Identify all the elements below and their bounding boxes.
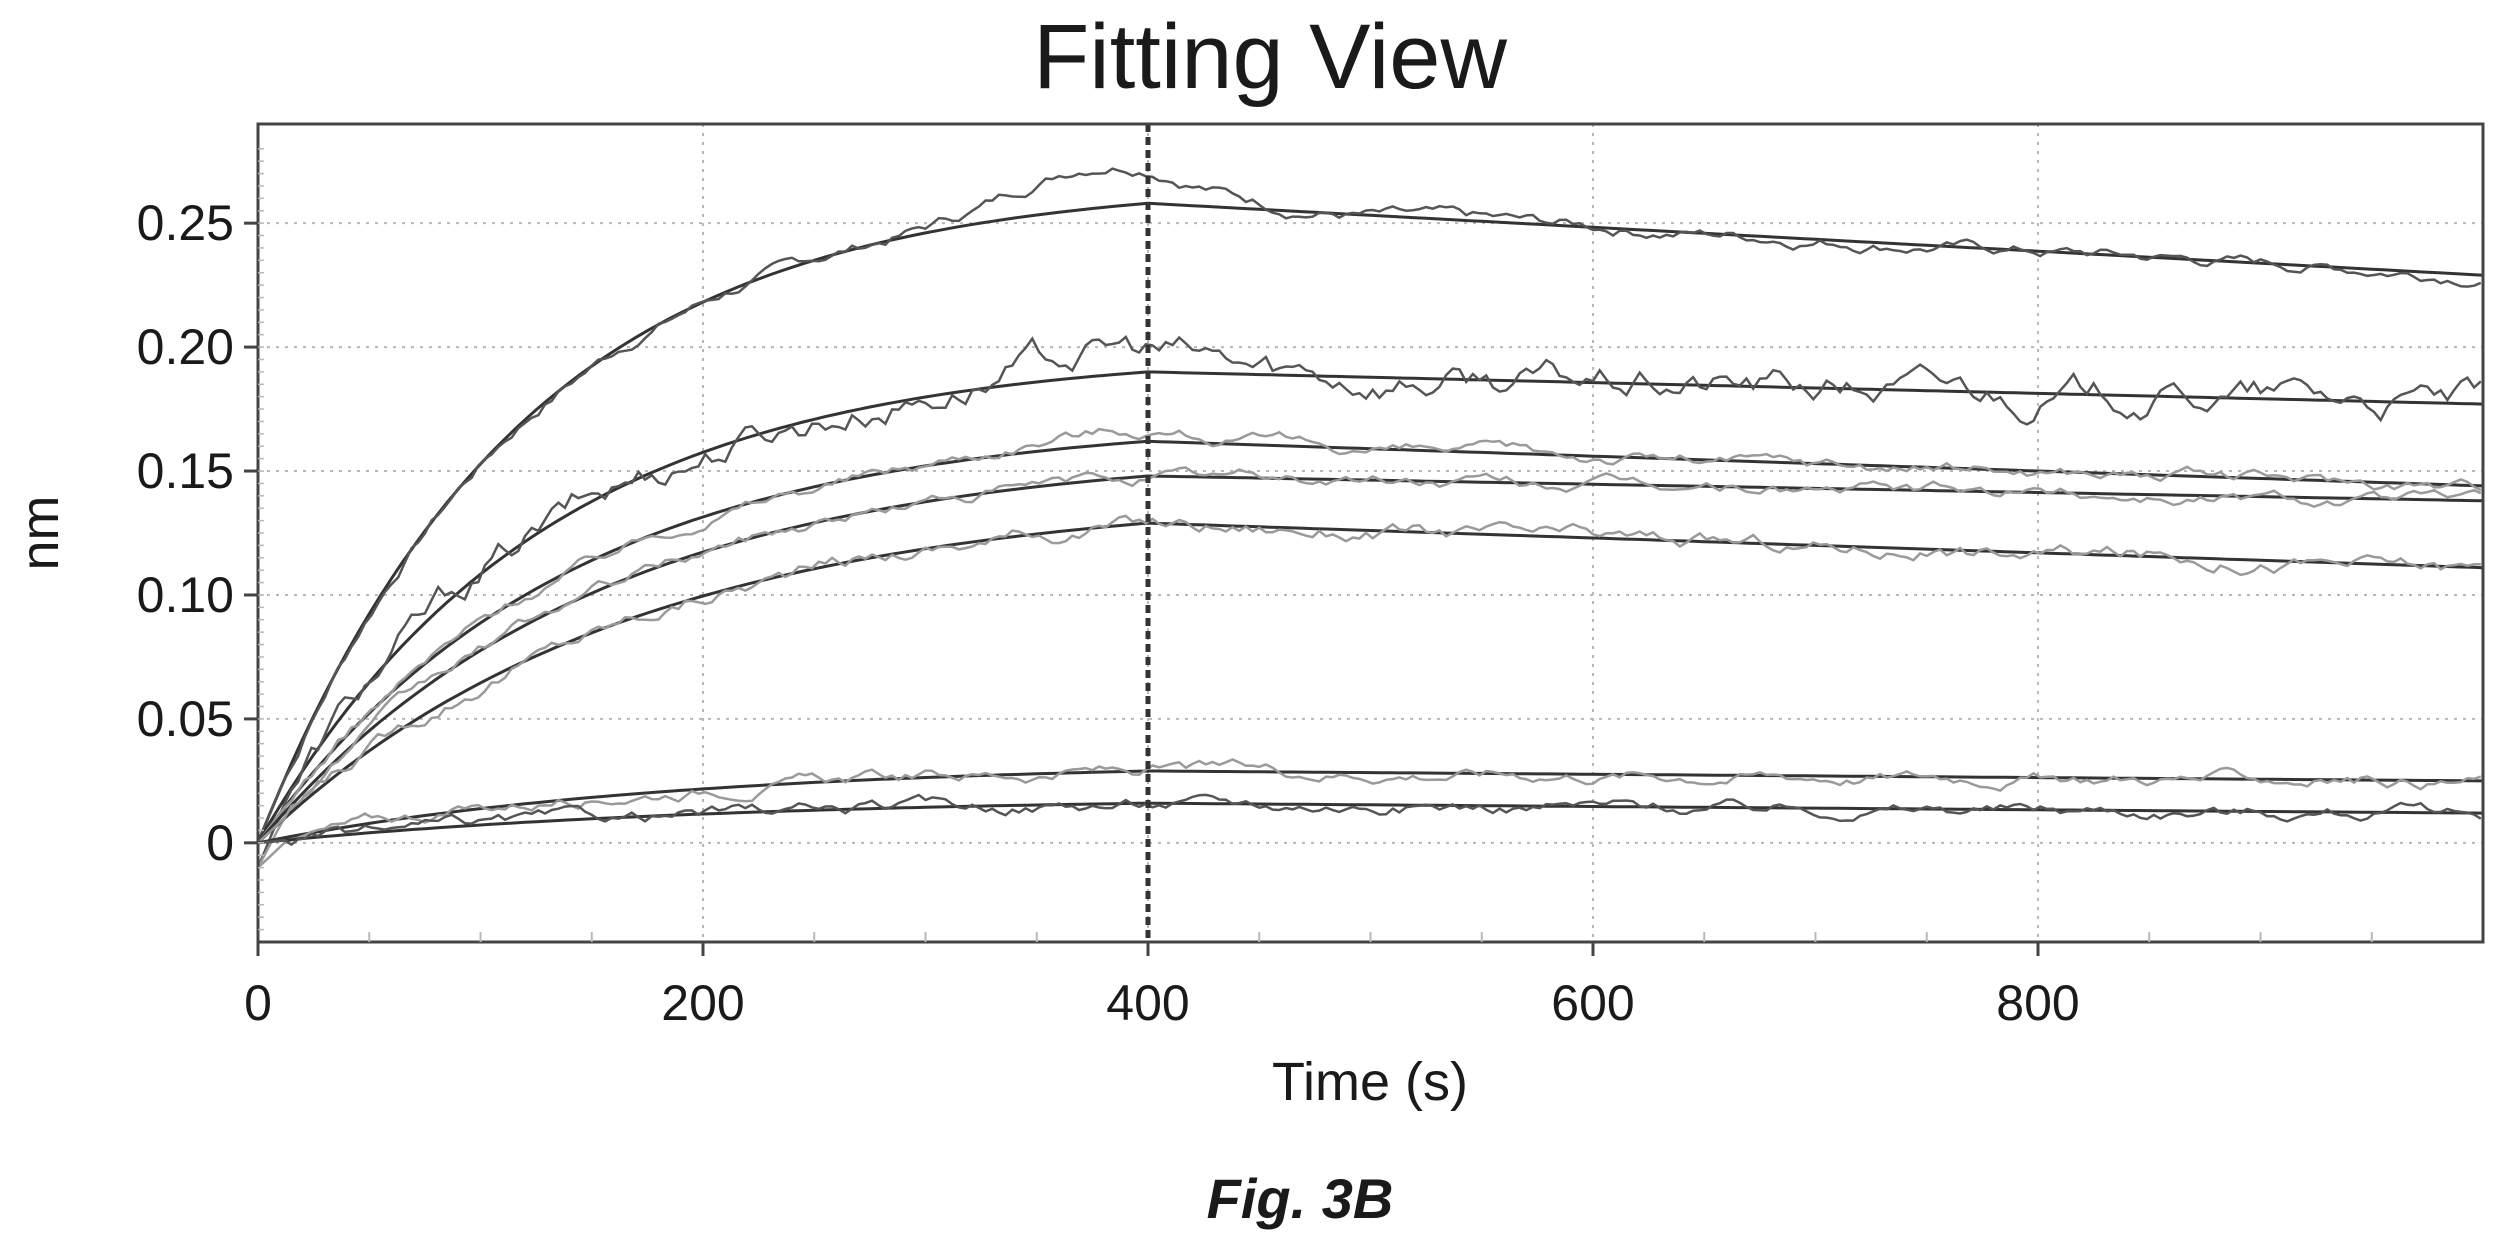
x-tick-label: 800 [1996, 975, 2079, 1031]
y-tick-label: 0.25 [137, 195, 234, 251]
y-tick-label: 0 [206, 815, 234, 871]
data-trace [256, 466, 2482, 869]
y-tick-label: 0.15 [137, 443, 234, 499]
data-trace [257, 793, 2482, 847]
y-tick-label: 0.10 [137, 567, 234, 623]
fit-curve [257, 801, 2484, 845]
x-tick-label: 400 [1106, 975, 1189, 1031]
data-trace [256, 167, 2482, 844]
data-trace [256, 335, 2482, 869]
x-tick-label: 0 [244, 975, 272, 1031]
x-axis-label: Time (s) [1272, 1052, 1468, 1112]
fit-curve [256, 521, 2484, 844]
data-trace [257, 758, 2482, 869]
data-trace [256, 427, 2482, 844]
figure-caption: Fig. 3B [1207, 1167, 1394, 1230]
x-tick-label: 200 [661, 975, 744, 1031]
y-axis-ticks: 0 0.05 0.10 0.15 0.20 0.25 [137, 148, 264, 931]
y-tick-label: 0.05 [137, 691, 234, 747]
series-layer [256, 167, 2484, 869]
fit-curve [256, 201, 2484, 844]
y-tick-label: 0.20 [137, 319, 234, 375]
x-tick-label: 600 [1551, 975, 1634, 1031]
data-trace [257, 514, 2481, 844]
chart-title: Fitting View [1033, 6, 1507, 108]
x-axis-ticks: 0 200 400 600 800 [244, 932, 2373, 1031]
y-axis-label: nm [10, 495, 70, 570]
